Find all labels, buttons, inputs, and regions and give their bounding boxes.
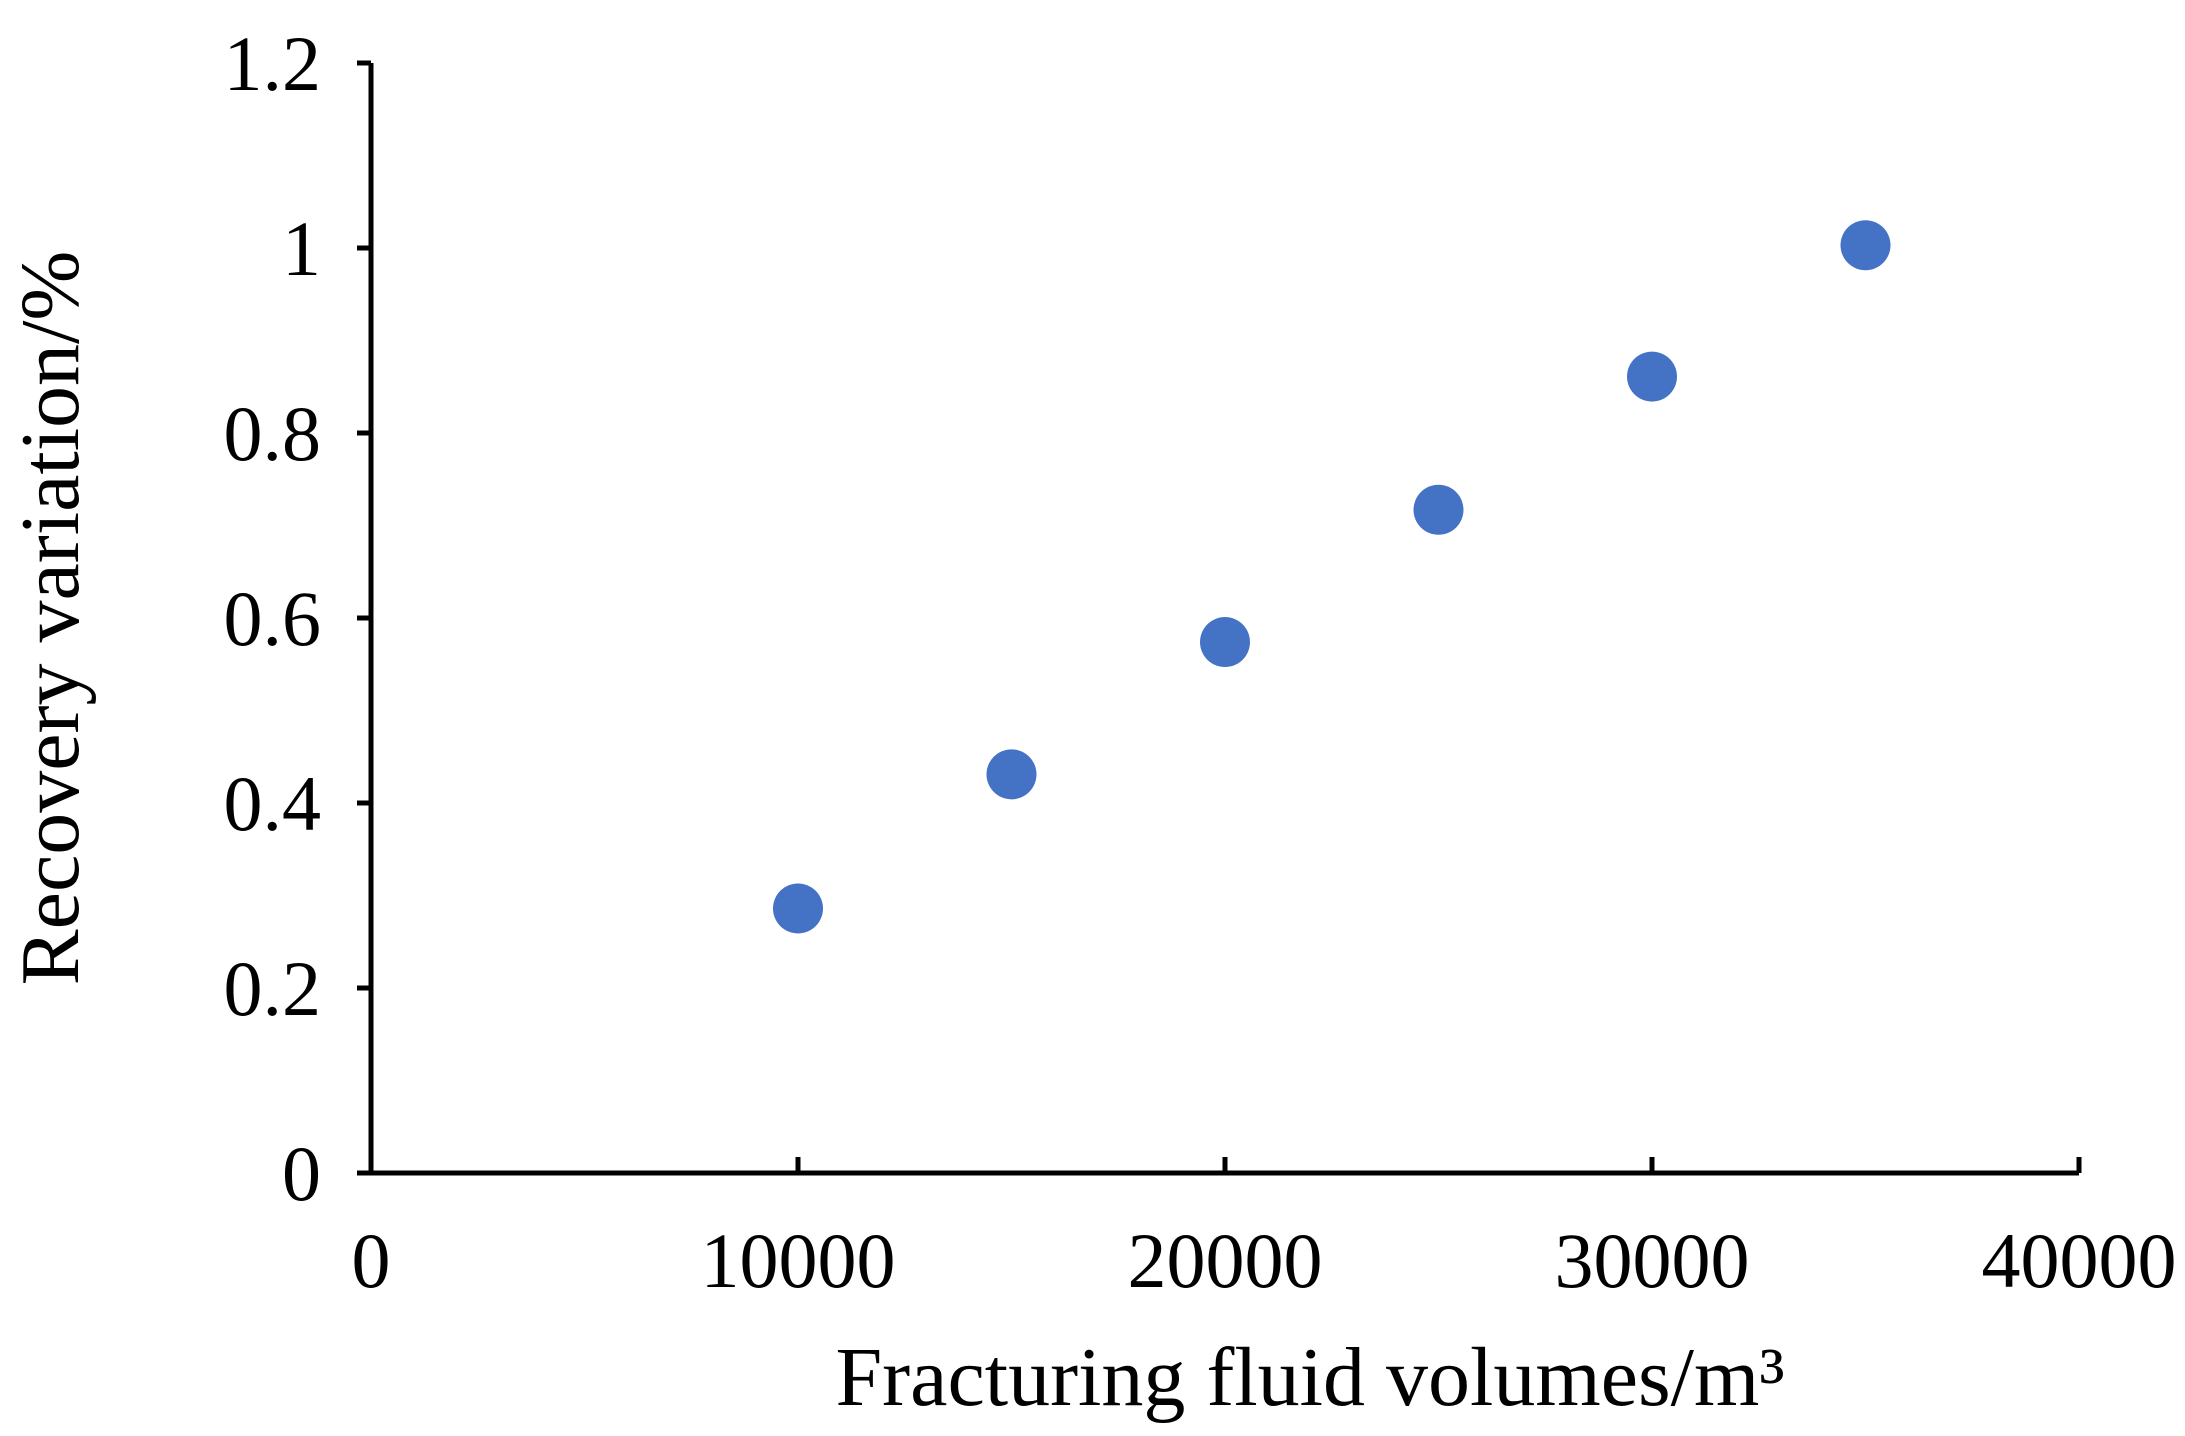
y-tick-label: 1 bbox=[282, 205, 321, 292]
x-tick-label: 30000 bbox=[1555, 1217, 1750, 1304]
y-tick-label: 0 bbox=[282, 1130, 321, 1217]
point bbox=[1627, 351, 1677, 402]
point bbox=[773, 883, 823, 934]
point bbox=[1200, 617, 1250, 668]
point bbox=[986, 749, 1037, 800]
x-axis-title: Fracturing fluid volumes/m³ bbox=[835, 1331, 1784, 1424]
y-tick-label: 0.4 bbox=[224, 760, 322, 847]
y-tick-label: 1.2 bbox=[224, 20, 322, 107]
point bbox=[1413, 484, 1464, 535]
x-tick-label: 0 bbox=[352, 1217, 391, 1304]
x-tick-label: 40000 bbox=[1982, 1217, 2177, 1304]
x-tick-label: 20000 bbox=[1128, 1217, 1323, 1304]
y-tick-label: 0.8 bbox=[224, 390, 322, 477]
y-tick-label: 0.2 bbox=[224, 945, 322, 1032]
y-tick-label: 0.6 bbox=[224, 575, 322, 662]
point bbox=[1840, 220, 1891, 271]
x-tick-label: 10000 bbox=[701, 1217, 896, 1304]
y-axis-title: Recovery variation/% bbox=[4, 251, 97, 986]
